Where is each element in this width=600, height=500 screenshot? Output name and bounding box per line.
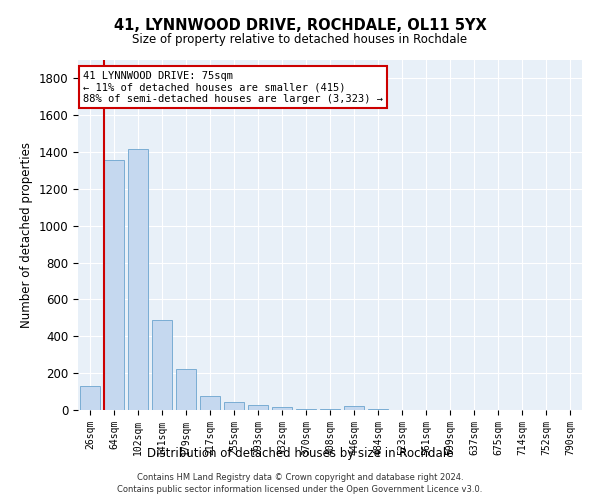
Bar [248, 405, 268, 410]
Bar [344, 406, 364, 410]
Text: Contains public sector information licensed under the Open Government Licence v3: Contains public sector information licen… [118, 485, 482, 494]
Text: Contains HM Land Registry data © Crown copyright and database right 2024.: Contains HM Land Registry data © Crown c… [137, 472, 463, 482]
Text: Size of property relative to detached houses in Rochdale: Size of property relative to detached ho… [133, 32, 467, 46]
Bar [224, 402, 244, 410]
Bar [176, 368, 196, 410]
Bar [152, 320, 172, 410]
Text: 41, LYNNWOOD DRIVE, ROCHDALE, OL11 5YX: 41, LYNNWOOD DRIVE, ROCHDALE, OL11 5YX [113, 18, 487, 32]
Bar [272, 407, 292, 410]
Text: Distribution of detached houses by size in Rochdale: Distribution of detached houses by size … [147, 448, 453, 460]
Bar [80, 386, 100, 410]
Text: 41 LYNNWOOD DRIVE: 75sqm
← 11% of detached houses are smaller (415)
88% of semi-: 41 LYNNWOOD DRIVE: 75sqm ← 11% of detach… [83, 70, 383, 104]
Y-axis label: Number of detached properties: Number of detached properties [20, 142, 33, 328]
Bar [128, 150, 148, 410]
Bar [104, 160, 124, 410]
Bar [296, 409, 316, 410]
Bar [200, 396, 220, 410]
